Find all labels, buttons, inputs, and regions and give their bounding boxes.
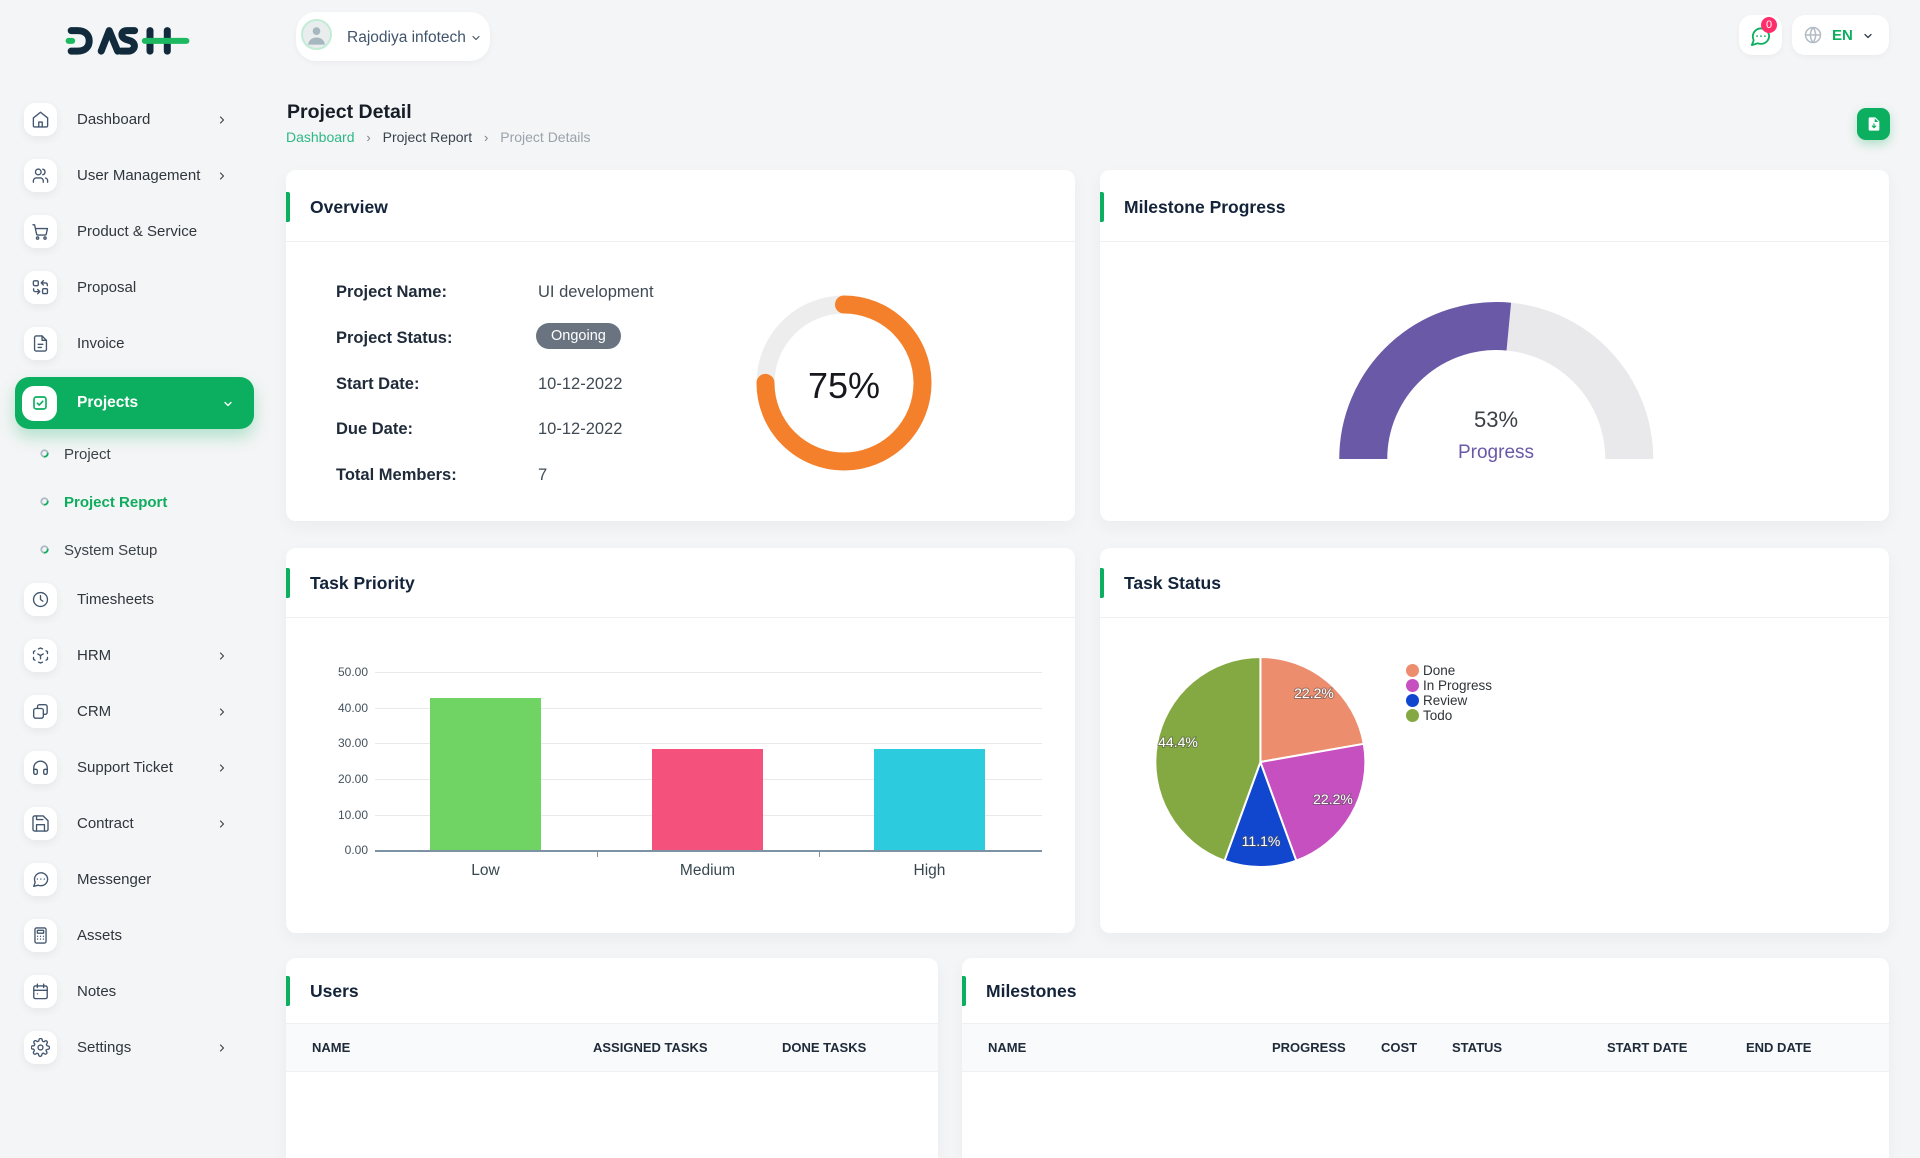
svg-text:22.2%: 22.2% (1294, 685, 1334, 701)
svg-text:11.1%: 11.1% (1242, 833, 1281, 849)
svg-text:44.4%: 44.4% (1158, 734, 1198, 750)
svg-text:22.2%: 22.2% (1313, 791, 1353, 807)
